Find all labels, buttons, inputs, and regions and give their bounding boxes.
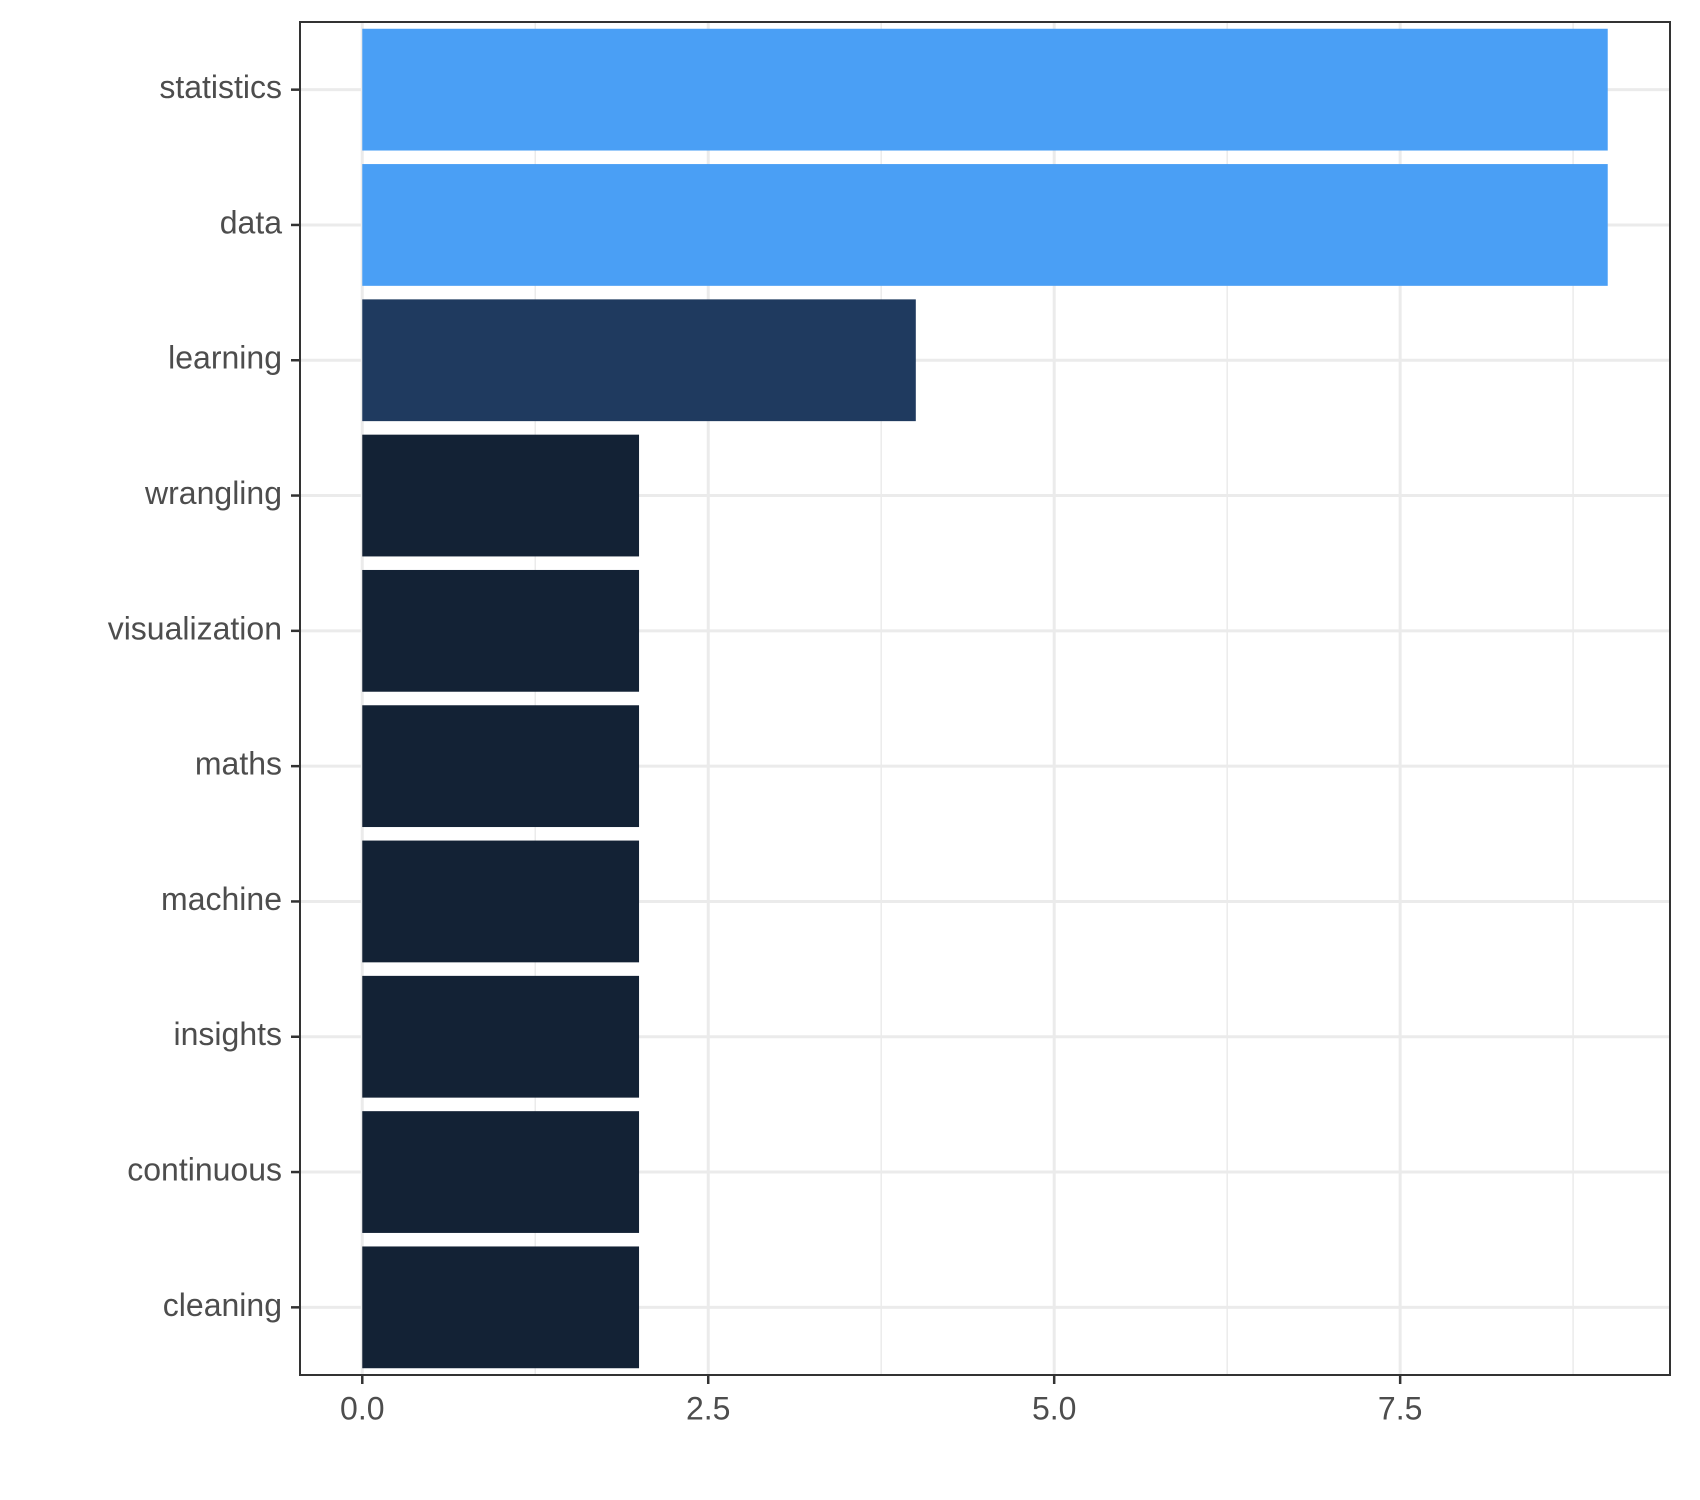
bar (362, 164, 1608, 286)
bar (362, 840, 640, 963)
bar (362, 705, 640, 828)
y-tick-label: continuous (127, 1152, 282, 1188)
bar (362, 28, 1608, 151)
y-tick-label: insights (174, 1016, 283, 1052)
y-tick-label: cleaning (163, 1287, 282, 1323)
y-tick-label: visualization (108, 610, 282, 646)
x-tick-label: 5.0 (1032, 1390, 1076, 1426)
y-tick-label: statistics (159, 69, 282, 105)
y-tick-label: data (220, 204, 282, 240)
y-tick-label: wrangling (144, 475, 282, 511)
x-tick-label: 0.0 (340, 1390, 384, 1426)
bar (362, 299, 916, 422)
bar (362, 1111, 640, 1233)
y-tick-label: learning (168, 340, 282, 376)
y-tick-label: machine (161, 881, 282, 917)
bar (362, 434, 640, 557)
bar (362, 975, 640, 1098)
x-tick-label: 2.5 (686, 1390, 730, 1426)
panel-border (299, 21, 1671, 1376)
y-tick-label: maths (195, 746, 282, 782)
bar (362, 1246, 640, 1369)
bar (362, 569, 640, 692)
x-tick-label: 7.5 (1378, 1390, 1422, 1426)
